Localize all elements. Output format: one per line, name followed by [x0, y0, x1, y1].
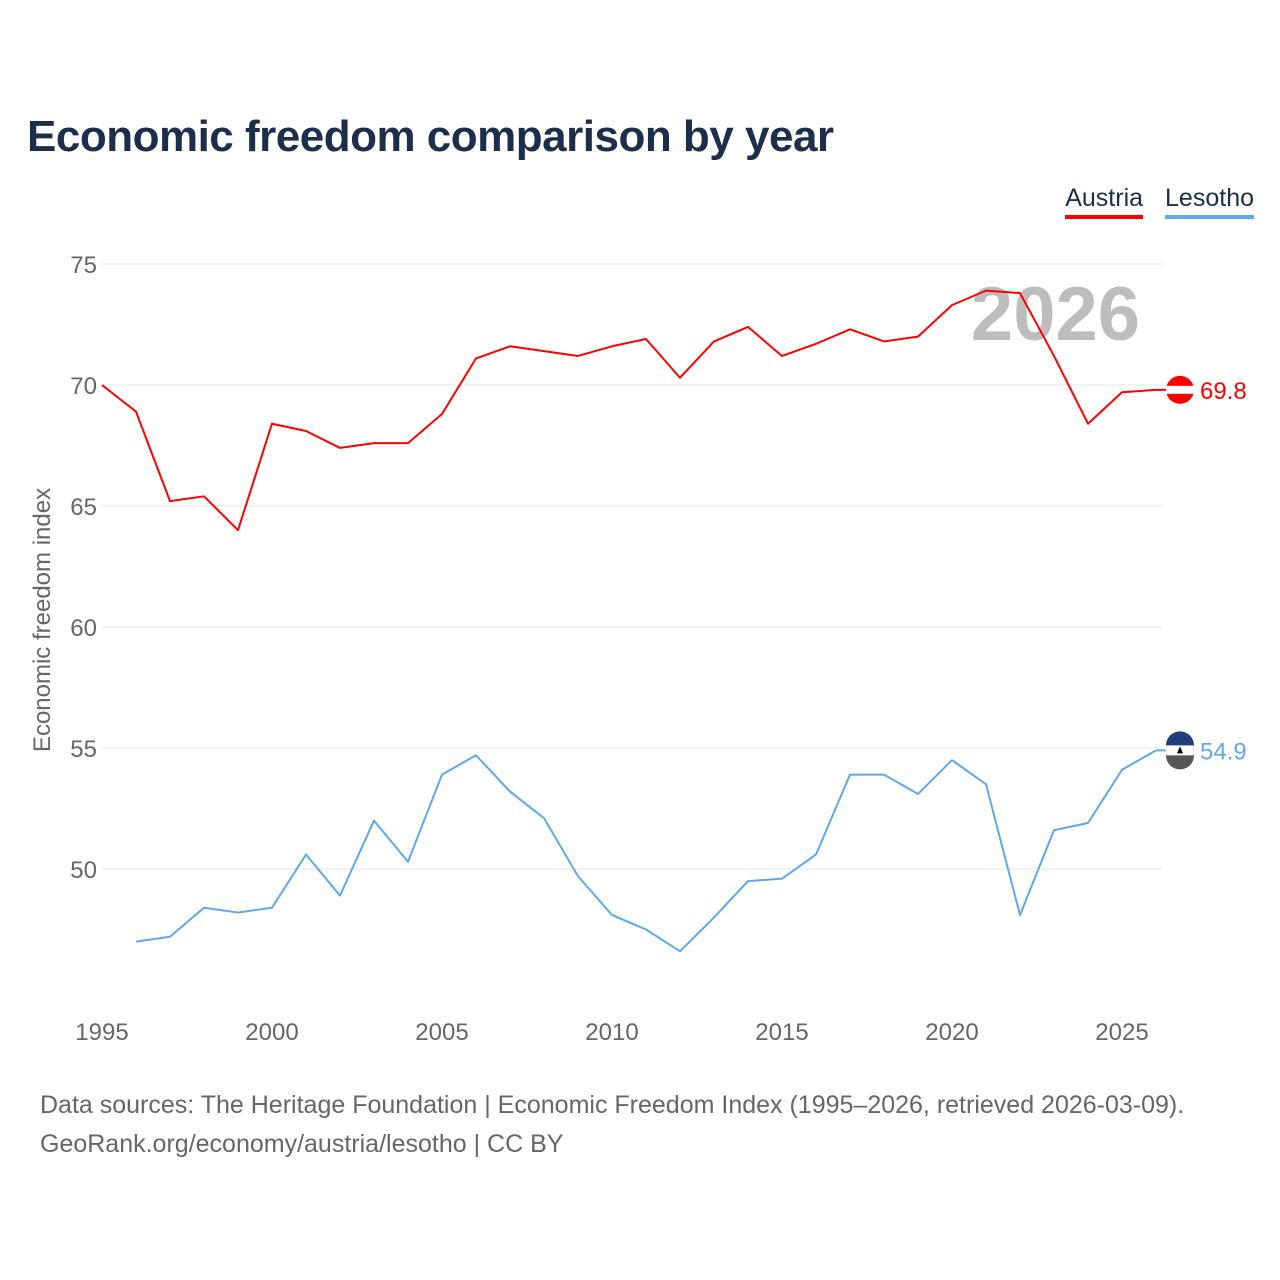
source-line-2[interactable]: GeoRank.org/economy/austria/lesotho | CC…	[40, 1130, 564, 1158]
legend-austria[interactable]: Austria	[1065, 184, 1144, 219]
x-tick-label: 2000	[245, 1019, 298, 1046]
lesotho-flag-blue	[1166, 731, 1194, 746]
legend-lesotho[interactable]: Lesotho	[1165, 184, 1254, 219]
source-note: Data sources: The Heritage Foundation | …	[40, 1086, 1184, 1164]
x-tick-label: 2010	[585, 1019, 638, 1046]
end-value-label-austria: 69.8	[1200, 378, 1247, 405]
y-tick-label: 50	[70, 857, 97, 884]
y-tick-label: 60	[70, 615, 97, 642]
y-tick-label: 75	[70, 252, 97, 279]
source-line-1: Data sources: The Heritage Foundation | …	[40, 1091, 1185, 1119]
lesotho-hat	[1177, 746, 1183, 754]
legend: Austria Lesotho	[1065, 184, 1254, 219]
x-tick-label: 2005	[415, 1019, 468, 1046]
x-tick-label: 1995	[75, 1019, 128, 1046]
x-tick-label: 2020	[925, 1019, 978, 1046]
series-line-lesotho	[135, 749, 1157, 953]
y-tick-label: 55	[70, 736, 97, 763]
x-tick-label: 2025	[1095, 1019, 1148, 1046]
lesotho-flag-dark	[1166, 755, 1194, 770]
y-tick-label: 65	[70, 494, 97, 521]
end-value-label-lesotho: 54.9	[1200, 738, 1247, 765]
y-axis-label: Economic freedom index	[29, 488, 56, 752]
x-tick-label: 2015	[755, 1019, 808, 1046]
chart-title: Economic freedom comparison by year	[27, 112, 834, 161]
series-line-austria	[101, 289, 1157, 532]
y-tick-label: 70	[70, 373, 97, 400]
year-watermark: 2026	[971, 272, 1140, 357]
austria-flag-stripe	[1166, 385, 1194, 394]
